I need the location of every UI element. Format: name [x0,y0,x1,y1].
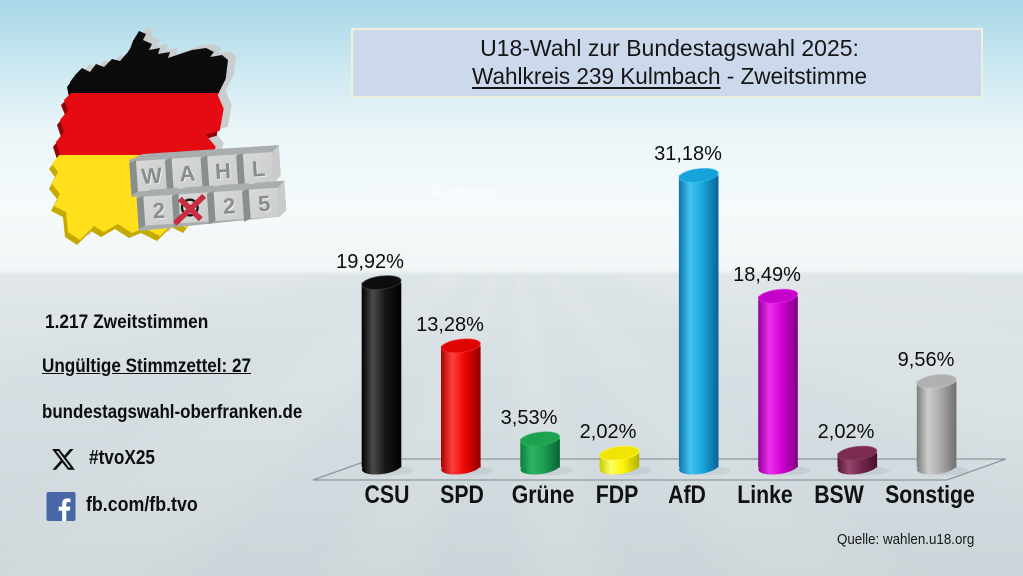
svg-text:2: 2 [153,199,167,225]
svg-text:W: W [140,163,163,189]
svg-text:2: 2 [222,193,236,219]
svg-text:L: L [251,156,266,182]
svg-text:A: A [180,161,198,187]
svg-text:5: 5 [257,191,271,217]
svg-text:2: 2 [152,198,166,224]
svg-text:A: A [179,160,197,186]
svg-text:H: H [214,158,232,184]
svg-text:2: 2 [223,194,237,220]
svg-text:W: W [142,164,165,190]
svg-text:5: 5 [258,192,272,218]
svg-text:H: H [215,159,233,185]
svg-text:L: L [252,157,267,183]
